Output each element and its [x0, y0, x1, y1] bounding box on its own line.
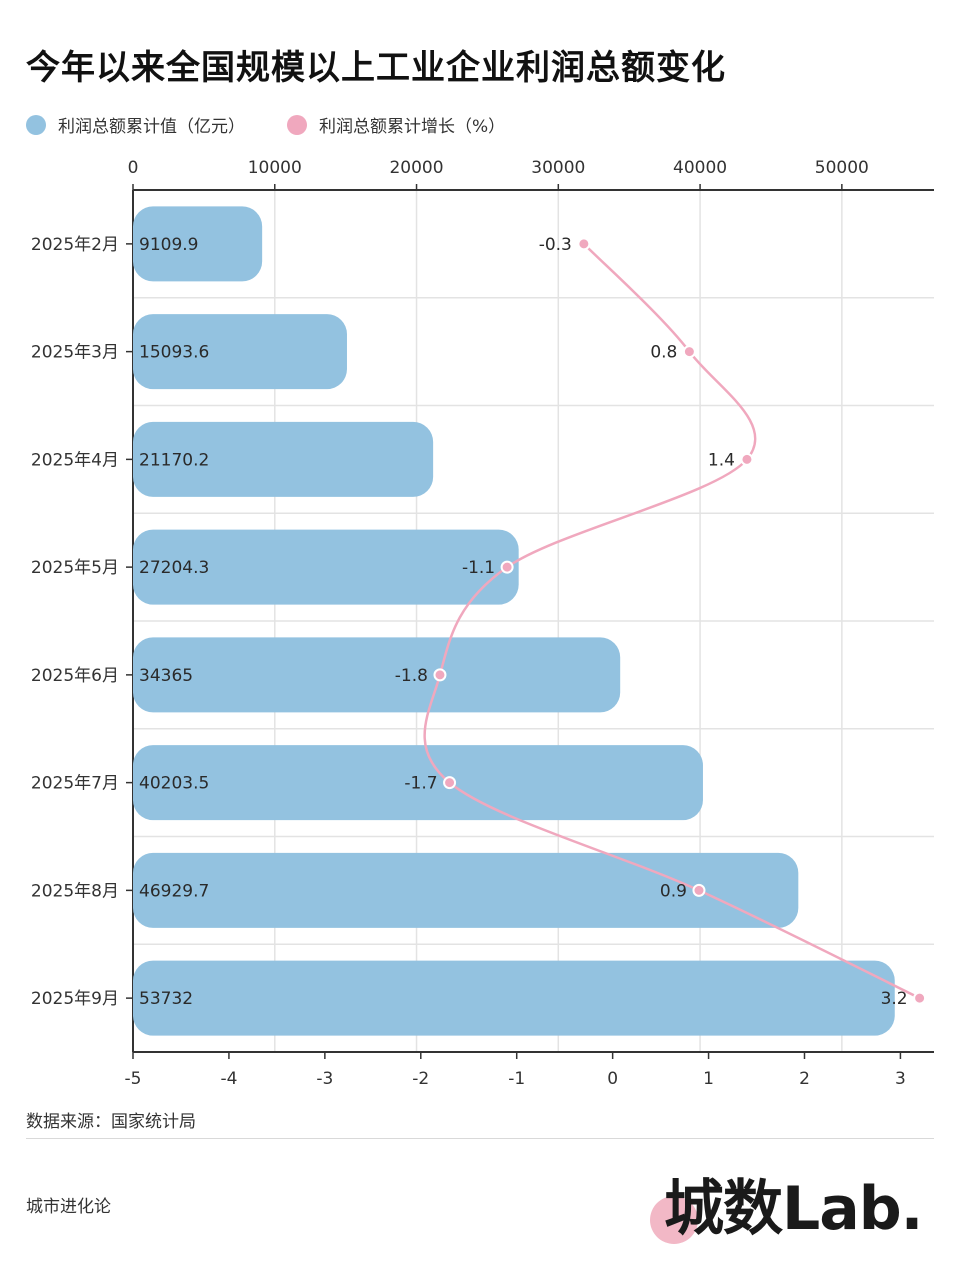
bar — [133, 314, 347, 390]
bottom-axis-tick-label: -1 — [508, 1069, 525, 1089]
top-axis-tick-label: 50000 — [815, 158, 869, 178]
category-label: 2025年8月 — [31, 881, 119, 901]
chart-title: 今年以来全国规模以上工业企业利润总额变化 — [26, 48, 726, 88]
bar-value-label: 9109.9 — [139, 235, 198, 255]
bar-value-label: 34365 — [139, 666, 193, 686]
growth-point — [433, 668, 447, 682]
bar-value-label: 46929.7 — [139, 881, 209, 901]
legend-item-line: 利润总额累计增长（%） — [287, 112, 505, 137]
top-axis-tick-label: 0 — [128, 158, 139, 178]
bottom-axis-tick-label: 3 — [895, 1069, 906, 1089]
growth-value-label: -1.7 — [404, 774, 437, 794]
category-label: 2025年2月 — [31, 235, 119, 255]
growth-point — [692, 883, 706, 897]
legend-line-swatch — [287, 114, 307, 135]
growth-point — [682, 345, 696, 359]
growth-point — [443, 776, 457, 790]
growth-value-label: -1.1 — [462, 558, 495, 578]
bottom-axis-tick-label: -4 — [220, 1069, 237, 1089]
bar-value-label: 15093.6 — [139, 343, 209, 363]
growth-value-label: -1.8 — [395, 666, 428, 686]
bar — [133, 852, 799, 928]
bar — [133, 637, 621, 713]
legend-item-bar: 利润总额累计值（亿元） — [26, 112, 245, 137]
growth-value-label: 3.2 — [881, 989, 908, 1009]
bottom-axis-tick-label: 1 — [703, 1069, 714, 1089]
brand-dot — [650, 1196, 698, 1244]
legend-bar-label: 利润总额累计值（亿元） — [58, 117, 245, 137]
growth-value-label: 0.9 — [660, 881, 687, 901]
footer-divider — [26, 1138, 934, 1139]
legend-line-label: 利润总额累计增长（%） — [319, 117, 506, 137]
source-note: 数据来源：国家统计局 — [26, 1112, 196, 1132]
footer-publisher: 城市进化论 — [26, 1197, 111, 1217]
bar-value-label: 27204.3 — [139, 558, 209, 578]
bottom-axis-tick-label: -5 — [125, 1069, 142, 1089]
growth-value-label: 0.8 — [650, 343, 677, 363]
brand-logo: 城数Lab. — [650, 1160, 940, 1250]
top-axis-tick-label: 20000 — [389, 158, 443, 178]
category-label: 2025年9月 — [31, 989, 119, 1009]
bar-value-label: 53732 — [139, 989, 193, 1009]
bar-value-label: 21170.2 — [139, 450, 209, 470]
bar — [133, 529, 519, 605]
bottom-axis-tick-label: -2 — [412, 1069, 429, 1089]
legend: 利润总额累计值（亿元） 利润总额累计增长（%） — [26, 112, 547, 137]
bottom-axis-tick-label: -3 — [316, 1069, 333, 1089]
category-label: 2025年4月 — [31, 450, 119, 470]
bar — [133, 960, 895, 1036]
bar — [133, 745, 703, 821]
bar-value-label: 40203.5 — [139, 774, 209, 794]
growth-point — [740, 452, 754, 466]
category-label: 2025年3月 — [31, 343, 119, 363]
bar — [133, 206, 263, 282]
legend-bar-swatch — [26, 114, 46, 135]
category-label: 2025年5月 — [31, 558, 119, 578]
growth-value-label: -0.3 — [539, 235, 572, 255]
bottom-axis-tick-label: 0 — [607, 1069, 618, 1089]
top-axis-tick-label: 40000 — [673, 158, 727, 178]
top-axis-tick-label: 10000 — [248, 158, 302, 178]
growth-value-label: 1.4 — [708, 450, 735, 470]
growth-point — [577, 237, 591, 251]
top-axis-tick-label: 30000 — [531, 158, 585, 178]
category-label: 2025年6月 — [31, 666, 119, 686]
growth-point — [500, 560, 514, 574]
bar — [133, 421, 434, 497]
bottom-axis-tick-label: 2 — [799, 1069, 810, 1089]
growth-point — [913, 991, 927, 1005]
brand-text: 城数Lab. — [664, 1174, 923, 1244]
category-label: 2025年7月 — [31, 774, 119, 794]
